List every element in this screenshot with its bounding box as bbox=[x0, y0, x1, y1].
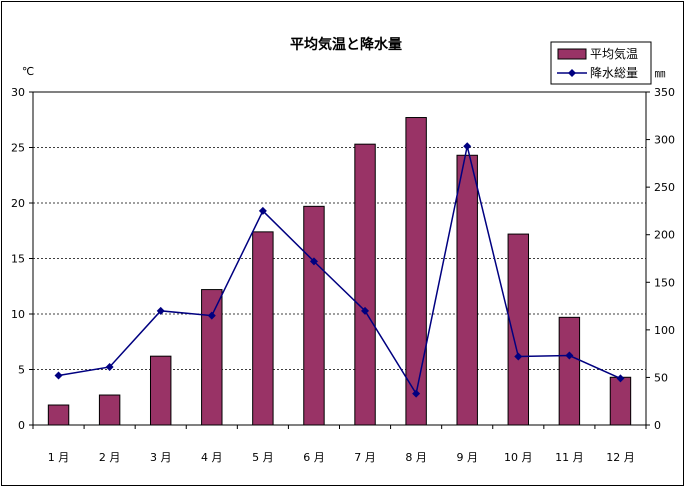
bar-temperature bbox=[201, 289, 223, 426]
bar-temperature bbox=[354, 143, 376, 426]
bar-temperature bbox=[558, 316, 581, 426]
point-precipitation bbox=[412, 389, 421, 398]
point-precipitation bbox=[54, 371, 63, 380]
point-precipitation bbox=[156, 306, 165, 315]
x-axis-tick-label: 2 月 bbox=[99, 451, 121, 464]
legend-bar-swatch bbox=[557, 48, 587, 60]
left-axis-tick-label: 10 bbox=[11, 308, 25, 321]
point-precipitation bbox=[309, 257, 318, 266]
legend: 平均気温 降水総量 bbox=[550, 41, 652, 85]
x-axis-tick-label: 5 月 bbox=[252, 451, 274, 464]
point-precipitation bbox=[565, 351, 574, 360]
legend-label-precipitation: 降水総量 bbox=[590, 66, 638, 80]
x-axis-tick-label: 4 月 bbox=[201, 451, 223, 464]
bar-temperature bbox=[405, 117, 427, 426]
bar-temperature bbox=[507, 233, 530, 426]
point-precipitation bbox=[258, 206, 267, 215]
point-precipitation bbox=[463, 142, 472, 151]
bar-temperature bbox=[456, 154, 478, 426]
x-axis-tick-label: 12 月 bbox=[606, 451, 635, 464]
x-axis-tick-label: 9 月 bbox=[456, 451, 478, 464]
left-axis-tick-label: 30 bbox=[11, 86, 25, 99]
legend-marker bbox=[568, 69, 576, 77]
left-axis-tick-label: 20 bbox=[11, 197, 25, 210]
bar-temperature bbox=[47, 404, 70, 426]
right-axis-tick-label: 250 bbox=[654, 181, 675, 194]
right-axis-unit: ㎜ bbox=[655, 67, 666, 80]
right-axis-tick-label: 150 bbox=[654, 276, 675, 289]
point-precipitation bbox=[361, 306, 370, 315]
x-axis-tick-label: 3 月 bbox=[150, 451, 172, 464]
point-precipitation bbox=[105, 362, 114, 371]
left-axis-unit: ℃ bbox=[22, 65, 34, 78]
x-axis-tick-label: 1 月 bbox=[48, 451, 70, 464]
bar-temperature bbox=[149, 355, 172, 426]
bar-temperature bbox=[98, 394, 121, 426]
chart-title: 平均気温と降水量 bbox=[290, 36, 402, 53]
x-axis-tick-label: 6 月 bbox=[303, 451, 325, 464]
right-axis-tick-label: 300 bbox=[654, 134, 675, 147]
x-axis-tick-label: 7 月 bbox=[354, 451, 376, 464]
right-axis-tick-label: 200 bbox=[654, 229, 675, 242]
x-axis-tick-label: 11 月 bbox=[555, 451, 584, 464]
left-axis-tick-label: 0 bbox=[18, 419, 25, 432]
right-axis-tick-label: 0 bbox=[654, 419, 661, 432]
left-axis-tick-label: 5 bbox=[18, 364, 25, 377]
x-axis-tick-label: 8 月 bbox=[405, 451, 427, 464]
line-precipitation bbox=[58, 146, 621, 396]
left-axis-tick-label: 25 bbox=[11, 142, 25, 155]
x-axis-tick-label: 10 月 bbox=[504, 451, 533, 464]
bar-temperature bbox=[303, 205, 325, 426]
point-precipitation bbox=[207, 311, 216, 320]
left-axis-tick-label: 15 bbox=[11, 253, 25, 266]
bar-temperature bbox=[609, 376, 632, 426]
point-precipitation bbox=[616, 374, 625, 383]
right-axis-tick-label: 350 bbox=[654, 86, 675, 99]
right-axis-tick-label: 50 bbox=[654, 371, 668, 384]
bar-temperature bbox=[252, 231, 274, 426]
legend-label-temperature: 平均気温 bbox=[590, 46, 638, 61]
right-axis-tick-label: 100 bbox=[654, 324, 675, 337]
point-precipitation bbox=[514, 352, 523, 361]
